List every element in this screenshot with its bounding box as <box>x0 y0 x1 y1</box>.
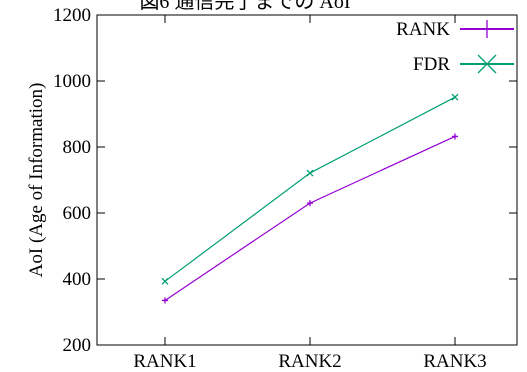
chart-title: 図6 通信完了までの AoI <box>139 0 350 13</box>
x-tick-label: RANK3 <box>423 351 486 372</box>
data-point <box>306 169 314 177</box>
data-point <box>162 297 168 304</box>
data-point <box>451 93 459 101</box>
legend-sample-marker <box>478 20 496 38</box>
legend-sample-marker <box>477 54 497 74</box>
legend: RANK FDR <box>396 19 514 75</box>
y-axis-title: AoI (Age of Information) <box>26 83 47 278</box>
y-tick-label: 600 <box>63 203 92 224</box>
y-tick-label: 400 <box>63 269 92 290</box>
x-tick-label: RANK1 <box>133 351 196 372</box>
plot-frame <box>96 14 518 346</box>
legend-label-rank: RANK <box>396 19 450 40</box>
y-tick-label: 1000 <box>53 71 91 92</box>
series-line <box>164 135 456 301</box>
x-tick-label: RANK2 <box>278 351 341 372</box>
y-axis: 200 400 600 800 1000 1200 <box>53 5 517 356</box>
y-tick-label: 1200 <box>53 5 91 26</box>
x-axis: RANK1 RANK2 RANK3 <box>133 15 487 372</box>
series-fdr <box>161 93 459 285</box>
data-point <box>161 277 169 285</box>
series-line <box>164 96 456 282</box>
y-tick-label: 800 <box>63 137 92 158</box>
data-point <box>452 133 458 140</box>
legend-label-fdr: FDR <box>413 54 450 75</box>
data-point <box>307 200 313 207</box>
series-layer <box>161 93 459 304</box>
series-rank <box>162 133 458 304</box>
y-tick-label: 200 <box>63 335 92 356</box>
